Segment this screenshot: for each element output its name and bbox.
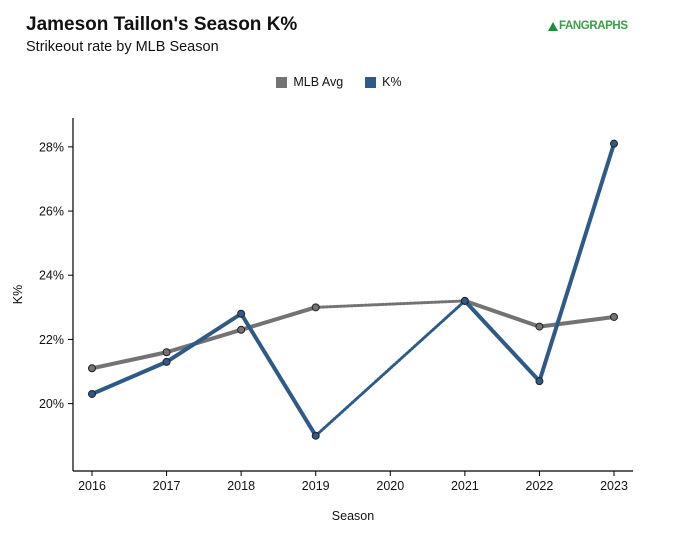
x-tick-label: 2018	[227, 479, 255, 493]
data-point	[237, 309, 246, 318]
y-tick-label: 24%	[39, 269, 64, 283]
chart-subtitle: Strikeout rate by MLB Season	[26, 39, 219, 55]
series-line-segment	[90, 359, 169, 396]
series-line-segment	[537, 314, 616, 329]
brand-text: FANGRAPHS	[559, 20, 628, 32]
data-point	[237, 325, 246, 334]
y-tick-label: 28%	[39, 140, 64, 154]
series-line-segment	[239, 311, 318, 438]
series-line-segment	[537, 141, 616, 384]
data-point	[535, 322, 544, 331]
data-point	[88, 364, 96, 373]
series-k-pct	[88, 139, 618, 440]
legend-swatch-mlb-avg	[276, 76, 288, 88]
y-tick-label: 20%	[39, 397, 64, 411]
data-point	[535, 377, 544, 386]
y-axis-title: K%	[11, 285, 25, 304]
x-tick-label: 2020	[376, 479, 404, 493]
x-axis-title: Season	[332, 509, 374, 523]
legend-label-mlb-avg: MLB Avg	[293, 75, 344, 89]
y-axis-ticks: 20% 22% 24% 26% 28%	[39, 140, 73, 411]
x-tick-label: 2022	[526, 479, 554, 493]
series-line-segment	[164, 311, 244, 364]
series-line-segment	[462, 298, 542, 384]
data-point	[311, 431, 320, 440]
data-point	[88, 389, 96, 398]
legend-item-mlb-avg: MLB Avg	[276, 75, 343, 89]
legend-swatch-k-pct	[365, 76, 377, 88]
x-axis-ticks: 2016 2017 2018 2019 2020 2021 2022 2023	[78, 471, 628, 493]
chart-title: Jameson Taillon's Season K%	[26, 14, 298, 35]
series-line-segment	[239, 305, 318, 332]
legend-label-k-pct: K%	[382, 75, 402, 89]
data-point	[610, 139, 618, 148]
data-point	[311, 303, 320, 312]
series-line-segment	[90, 350, 169, 371]
data-point	[162, 348, 171, 357]
series-mlb-avg	[88, 296, 618, 373]
data-point	[460, 296, 469, 305]
series-layer	[88, 139, 618, 440]
brand-leaf-icon	[548, 21, 558, 31]
series-gap-line	[314, 299, 467, 309]
data-point	[610, 312, 618, 321]
y-tick-label: 22%	[39, 333, 64, 347]
x-tick-label: 2017	[153, 479, 181, 493]
data-point	[162, 357, 171, 366]
series-line-segment	[164, 327, 244, 355]
legend-item-k-pct: K%	[365, 75, 402, 89]
x-tick-label: 2023	[600, 479, 628, 493]
x-tick-label: 2021	[451, 479, 479, 493]
brand-logo: FANGRAPHS	[548, 20, 628, 32]
series-line-segment	[462, 298, 542, 329]
y-tick-label: 26%	[39, 205, 64, 219]
x-tick-label: 2016	[78, 479, 106, 493]
legend: MLB Avg K%	[0, 75, 678, 89]
x-tick-label: 2019	[302, 479, 330, 493]
series-gap-line	[314, 299, 467, 438]
